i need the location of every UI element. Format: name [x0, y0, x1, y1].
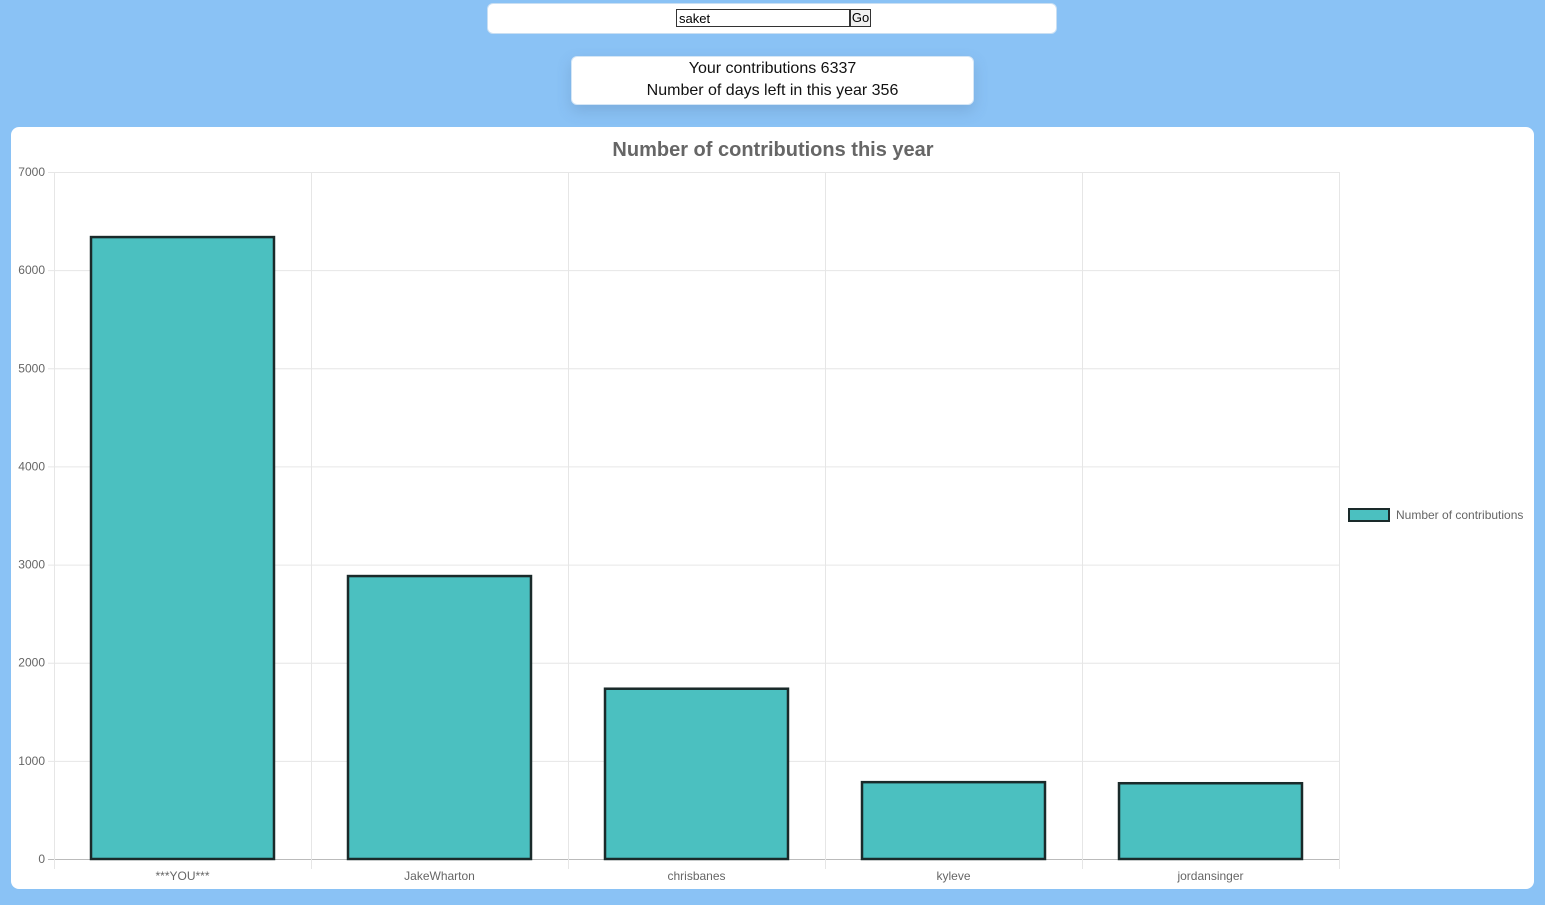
y-axis-ticks: 0 1000 2000 3000 4000 5000 6000 7000: [18, 165, 45, 866]
x-tick-label: kyleve: [936, 869, 970, 883]
y-tick-label: 2000: [18, 656, 45, 670]
bar-kyleve[interactable]: [860, 780, 1047, 861]
bar-chrisbanes[interactable]: [603, 687, 790, 861]
y-tick-label: 6000: [18, 263, 45, 277]
contributions-summary-card: Your contributions 6337 Number of days l…: [571, 56, 974, 105]
days-left-text: Number of days left in this year 356: [646, 82, 899, 99]
x-tick-label: ***YOU***: [155, 869, 209, 883]
x-tick-label: chrisbanes: [667, 869, 725, 883]
x-tick-label: jordansinger: [1176, 869, 1243, 883]
bars: [89, 235, 1304, 861]
x-tick-label: JakeWharton: [404, 869, 475, 883]
bar-jakewharton[interactable]: [346, 574, 533, 861]
chart-title: Number of contributions this year: [612, 139, 933, 161]
username-input[interactable]: [676, 9, 850, 27]
y-tick-label: 0: [38, 852, 45, 866]
legend-label: Number of contributions: [1396, 508, 1523, 522]
search-bar: Go: [487, 3, 1057, 34]
contributions-count-text: Your contributions 6337: [688, 60, 857, 77]
bar-jordansinger[interactable]: [1117, 781, 1304, 861]
legend-swatch: [1348, 508, 1390, 522]
y-tick-label: 7000: [18, 165, 45, 179]
y-tick-label: 1000: [18, 754, 45, 768]
y-tick-label: 5000: [18, 361, 45, 375]
legend[interactable]: Number of contributions: [1348, 508, 1523, 522]
x-axis-ticks: ***YOU*** JakeWharton chrisbanes kyleve jord…: [155, 869, 1243, 883]
chart-card: Number of contributions this year 0 1000 2…: [11, 127, 1534, 889]
contributions-bar-chart: Number of contributions this year 0 1000 2…: [18, 139, 1523, 883]
go-button[interactable]: Go: [850, 9, 871, 27]
y-tick-label: 4000: [18, 459, 45, 473]
y-tick-label: 3000: [18, 558, 45, 572]
bar-you[interactable]: [89, 235, 276, 861]
